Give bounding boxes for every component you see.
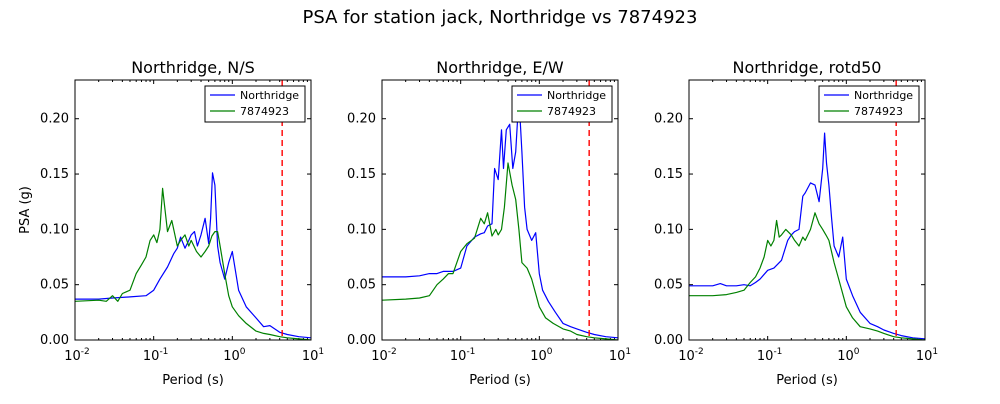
series-group: [75, 172, 311, 340]
plot-area: 0.00 0.05 0.10 0.15 0.20 10-2 10-1 100 101 Northr…: [347, 79, 631, 364]
panel-ns: Northridge, N/S Period (s) PSA (g) 0.000…: [18, 58, 324, 388]
axes-frame: [688, 79, 926, 341]
panel-rotd50: Northridge, rotd50 Period (s) 0.000.050.…: [654, 58, 938, 388]
y-tick-label: 0.15: [347, 167, 376, 182]
legend-label: 7874923: [547, 105, 596, 118]
x-axis-label: Period (s): [162, 373, 224, 388]
plot-area: 0.00 0.05 0.10 0.15 0.20 10-2 10-1 100 101 Northr…: [654, 79, 938, 364]
x-axis-label: Period (s): [469, 373, 531, 388]
panel-title: Northridge, E/W: [436, 58, 564, 77]
x-tick-label: 10-1: [450, 347, 476, 364]
legend: Northridge 7874923: [511, 85, 613, 123]
legend-label: Northridge: [547, 89, 606, 102]
x-tick-label: 10-1: [757, 347, 783, 364]
plot-area: 0.00 0.05 0.10 0.15 0.20 10-2 10-1 100 101 Northr…: [40, 79, 324, 364]
series-line-northridge: [382, 95, 618, 339]
y-tick-label: 0.10: [40, 222, 69, 237]
y-tick-label: 0.20: [347, 112, 376, 127]
series-line-7874923: [382, 162, 618, 340]
x-tick-label: 101: [916, 347, 938, 364]
y-tick-label: 0.20: [40, 112, 69, 127]
legend-box: [511, 85, 613, 123]
y-tick-label: 0.10: [654, 222, 683, 237]
y-axis-label: PSA (g): [18, 186, 33, 234]
x-tick-label: 100: [837, 347, 860, 364]
x-tick-label: 101: [302, 347, 324, 364]
axes-frame: [74, 79, 312, 341]
series-group: [382, 95, 618, 340]
y-tick-label: 0.05: [40, 278, 69, 293]
y-tick-label: 0.10: [347, 222, 376, 237]
legend-box: [204, 85, 306, 123]
panel-title: Northridge, rotd50: [733, 58, 882, 77]
figure-title: PSA for station jack, Northridge vs 7874…: [303, 7, 698, 28]
series-group: [689, 132, 925, 340]
x-tick-label: 101: [609, 347, 631, 364]
y-tick-label: 0.05: [347, 278, 376, 293]
x-tick-label: 10-2: [64, 347, 90, 364]
y-tick-label: 0.20: [654, 112, 683, 127]
x-tick-label: 10-1: [143, 347, 169, 364]
panel-ew: Northridge, E/W Period (s) 0.000.050.100…: [347, 58, 631, 388]
y-tick-label: 0.15: [654, 167, 683, 182]
legend-label: Northridge: [854, 89, 913, 102]
y-tick-label: 0.05: [654, 278, 683, 293]
series-line-7874923: [75, 187, 311, 340]
series-line-northridge: [689, 132, 925, 340]
legend-label: Northridge: [240, 89, 299, 102]
y-tick-label: 0.15: [40, 167, 69, 182]
legend-box: [818, 85, 920, 123]
x-tick-label: 100: [530, 347, 553, 364]
x-axis-label: Period (s): [776, 373, 838, 388]
legend-label: 7874923: [854, 105, 903, 118]
axes-frame: [381, 79, 619, 341]
x-tick-label: 100: [223, 347, 246, 364]
legend-label: 7874923: [240, 105, 289, 118]
y-tick-label: 0.00: [40, 333, 69, 348]
y-tick-label: 0.00: [347, 333, 376, 348]
y-tick-label: 0.00: [654, 333, 683, 348]
legend: Northridge 7874923: [204, 85, 306, 123]
x-tick-label: 10-2: [371, 347, 397, 364]
legend: Northridge 7874923: [818, 85, 920, 123]
series-line-northridge: [75, 172, 311, 339]
panel-title: Northridge, N/S: [131, 58, 255, 77]
series-line-7874923: [689, 212, 925, 340]
x-tick-label: 10-2: [678, 347, 704, 364]
